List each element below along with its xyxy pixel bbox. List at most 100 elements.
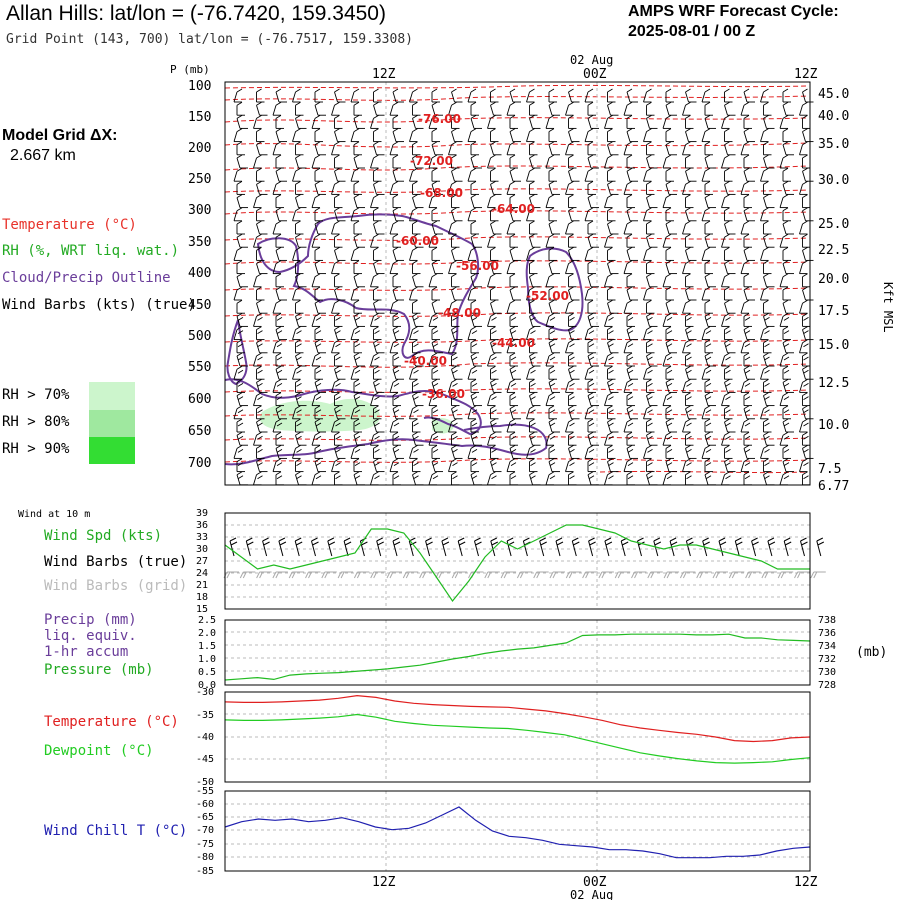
xs-barb: [373, 326, 382, 341]
model-dx-label: Model Grid ΔX:: [2, 127, 118, 144]
xs-barb: [409, 88, 418, 103]
xs-barb: [295, 101, 304, 116]
t-tick-35: -35: [196, 710, 214, 721]
windchill-panel-frame: [224, 790, 811, 872]
xs-barb: [626, 154, 635, 169]
xs-barb: [431, 339, 443, 354]
xs-barb: [275, 167, 287, 182]
xs-barb: [389, 141, 399, 156]
xs-barb: [490, 326, 499, 341]
xs-barb: [646, 352, 658, 367]
xs-barb: [431, 101, 443, 116]
xs-barb: [487, 352, 497, 367]
xs-barb: [665, 286, 674, 301]
xs-barb: [311, 471, 322, 486]
barb-grid: [321, 571, 337, 579]
xs-barb: [490, 458, 502, 473]
wc-tick-55: -55: [196, 786, 214, 797]
xs-barb: [256, 379, 268, 393]
xs-barb: [763, 101, 772, 116]
xs-barb: [451, 115, 460, 129]
xs-barb: [568, 471, 577, 486]
legend-wind: Wind Barbs (kts) (true): [2, 297, 196, 313]
xs-barb: [295, 418, 304, 433]
wc-tick-80: -80: [196, 852, 214, 863]
precip-gridlines: [225, 620, 810, 685]
xs-barb: [311, 154, 321, 169]
xs-barb: [275, 365, 287, 380]
xs-barb: [392, 471, 401, 486]
xs-barb: [701, 167, 711, 182]
xs-barb: [526, 365, 536, 380]
xs-barb: [626, 128, 638, 143]
barb-grid: [810, 571, 826, 579]
xs-barb: [392, 88, 404, 103]
xs-barb: [643, 365, 653, 380]
xs-barb: [587, 313, 599, 327]
xs-barb: [568, 392, 577, 407]
xs-barb: [451, 352, 460, 367]
xs-barb: [662, 471, 673, 486]
precip-panel-frame: [224, 619, 811, 686]
xs-barb: [295, 220, 304, 235]
xs-barb: [373, 128, 382, 143]
xs-barb: [799, 101, 808, 116]
xs-barb: [701, 365, 712, 380]
xs-barb: [548, 405, 557, 420]
xs-barb: [353, 352, 365, 367]
xs-barb: [685, 115, 694, 129]
xs-barb: [253, 471, 263, 486]
xs-barb: [526, 405, 536, 420]
xs-barb: [646, 194, 658, 209]
xs-barb: [233, 286, 243, 301]
barb-grid: [614, 571, 631, 579]
xs-barb: [451, 326, 463, 341]
xs-barb: [506, 418, 517, 433]
xs-barb: [389, 101, 399, 116]
xs-barb: [334, 154, 343, 169]
xs-barb: [412, 379, 421, 393]
xs-barb: [272, 458, 283, 473]
xs-barb: [799, 379, 809, 393]
xs-barb: [428, 313, 439, 327]
xs-barb: [623, 418, 634, 433]
xs-barb: [724, 418, 736, 433]
xs-barb: [256, 181, 268, 195]
xs-barb: [350, 247, 360, 261]
barb-grid: [777, 571, 794, 579]
h-tick-15: 15.0: [818, 338, 849, 353]
wind10m-title: Wind at 10 m: [18, 509, 91, 520]
w-tick-30: 30: [196, 544, 208, 555]
xs-barb: [370, 313, 380, 327]
xs-barb: [607, 445, 616, 459]
xs-barb: [373, 220, 385, 235]
xs-barb: [236, 260, 245, 275]
h-tick-12: 12.5: [818, 376, 849, 391]
xs-barb: [643, 207, 652, 222]
h-tick-35: 35.0: [818, 137, 849, 152]
xs-barb: [509, 392, 518, 407]
xs-barb: [314, 286, 323, 301]
xs-barb: [412, 313, 424, 327]
xs-barb: [665, 247, 674, 261]
xs-barb: [802, 431, 811, 446]
t-tick-45: -45: [196, 754, 214, 765]
p-tick-600: 600: [188, 392, 211, 407]
bottom-date: 02 Aug: [570, 888, 613, 900]
xs-barb: [409, 365, 419, 380]
xs-barb: [526, 88, 535, 103]
xs-barb: [428, 392, 439, 407]
xs-barb: [607, 458, 619, 473]
xs-barb: [431, 286, 440, 301]
xs-barb: [314, 141, 326, 156]
xs-barb: [548, 220, 560, 235]
xs-barb: [233, 365, 244, 380]
xs-barb: [760, 286, 769, 301]
xs-barb: [373, 101, 385, 116]
barb-true: [343, 537, 352, 557]
xs-barb: [272, 220, 282, 235]
xs-barb: [470, 101, 479, 116]
xs-barb: [331, 458, 341, 473]
xs-barb: [607, 260, 619, 275]
xs-barb: [623, 299, 633, 314]
